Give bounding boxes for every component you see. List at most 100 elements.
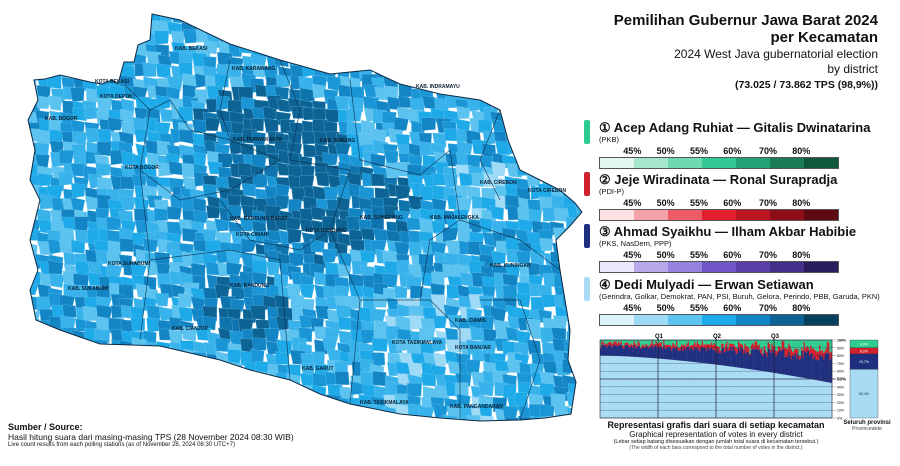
district-cell	[120, 383, 137, 398]
chart-bar-segment	[638, 357, 641, 418]
chart-bar-segment	[712, 340, 714, 345]
district-cell	[444, 45, 460, 61]
chart-bar-segment	[786, 340, 789, 349]
district-cell	[407, 14, 422, 23]
chart-bar-segment	[804, 348, 807, 353]
chart-bar-segment	[616, 356, 619, 418]
chart-bar-segment	[618, 345, 620, 357]
district-cell	[263, 395, 279, 411]
district-cell	[204, 385, 219, 401]
chart-bar-segment	[762, 340, 764, 354]
chart-bar-segment	[686, 343, 688, 347]
district-cell	[358, 22, 376, 37]
chart-bar-segment	[741, 349, 744, 369]
chart-bar-segment	[624, 340, 626, 343]
chart-bar-segment	[712, 344, 714, 350]
chart-bar-segment	[767, 371, 770, 418]
district-cell	[444, 327, 460, 342]
district-cell	[156, 341, 171, 356]
district-cell	[98, 30, 113, 47]
chart-bar-segment	[829, 340, 831, 353]
district-cell	[471, 44, 487, 59]
chart-bar-segment	[779, 373, 781, 418]
district-cell	[457, 52, 472, 67]
chart-bar-segment	[706, 344, 709, 348]
chart-bar-segment	[660, 346, 663, 359]
district-cell	[350, 20, 367, 35]
chart-bar-segment	[691, 340, 693, 345]
district-cell	[566, 96, 582, 112]
district-cell	[336, 40, 353, 55]
chart-bar-segment	[600, 340, 602, 347]
district-cell	[421, 20, 437, 36]
chart-bar-segment	[606, 343, 608, 348]
chart-bar-segment	[704, 363, 706, 418]
chart-bar-segment	[661, 346, 664, 350]
chart-bar-segment	[661, 340, 664, 347]
map-region-label: KOTA DEPOK	[100, 94, 133, 100]
district-cell	[420, 415, 435, 421]
chart-bar-segment	[794, 376, 797, 418]
chart-bar-segment	[717, 340, 719, 347]
district-cell	[178, 106, 194, 122]
district-cell	[135, 394, 152, 408]
scale-cell	[634, 158, 668, 168]
chart-bar-segment	[667, 340, 669, 345]
chart-bar-segment	[817, 359, 820, 381]
scale-label: 70%	[758, 198, 777, 208]
chart-bar-segment	[686, 361, 688, 418]
chart-bar-segment	[750, 345, 753, 350]
district-cell	[169, 351, 185, 366]
chart-bar-segment	[704, 347, 706, 364]
chart-bar-segment	[725, 344, 727, 352]
district-cell	[231, 385, 248, 401]
district-cell	[109, 361, 126, 376]
chart-bar-segment	[793, 355, 795, 377]
chart-bar-segment	[745, 353, 748, 369]
chart-bar-segment	[753, 369, 755, 418]
chart-bar-segment	[806, 345, 808, 353]
district-cell	[143, 403, 159, 418]
district-cell	[495, 140, 511, 156]
chart-bar-segment	[601, 344, 603, 356]
district-cell	[58, 149, 75, 165]
district-cell	[360, 415, 376, 421]
chart-bar-segment	[736, 340, 739, 349]
chart-bar-segment	[614, 355, 616, 418]
district-cell	[334, 141, 351, 156]
district-cell	[457, 63, 473, 78]
map-region-label: KAB. SUBANG	[320, 138, 355, 144]
chart-bar-segment	[709, 345, 712, 349]
district-cell	[262, 381, 278, 396]
district-cell	[36, 349, 52, 364]
district-cell	[87, 62, 102, 76]
district-cell	[166, 221, 183, 236]
district-cell	[326, 33, 342, 49]
chart-bar-segment	[628, 356, 630, 418]
chart-bar-segment	[728, 349, 731, 367]
district-cell	[153, 208, 169, 221]
chart-bar-segment	[661, 349, 664, 359]
chart-bar-segment	[700, 347, 703, 363]
chart-bar-segment	[630, 340, 633, 344]
chart-bar-segment	[754, 369, 757, 418]
scale-label: 55%	[689, 198, 708, 208]
district-cell	[493, 14, 510, 26]
district-cell	[577, 14, 582, 23]
chart-bar-segment	[754, 340, 757, 342]
chart-bar-segment	[681, 344, 683, 348]
chart-bar-segment	[615, 341, 617, 346]
chart-bar-segment	[718, 365, 721, 418]
district-cell	[286, 40, 303, 57]
district-cell	[349, 14, 367, 24]
map-title: Pemilihan Gubernur Jawa Barat 2024 per K…	[614, 12, 878, 91]
chart-bar-segment	[654, 345, 656, 359]
chart-bar-segment	[726, 366, 728, 418]
chart-bar-segment	[679, 340, 682, 347]
district-cell	[277, 396, 294, 411]
chart-bar-segment	[618, 341, 620, 346]
chart-bar-segment	[784, 347, 786, 357]
district-cell	[28, 199, 37, 215]
district-cell	[99, 349, 114, 365]
chart-bar-segment	[750, 369, 753, 418]
